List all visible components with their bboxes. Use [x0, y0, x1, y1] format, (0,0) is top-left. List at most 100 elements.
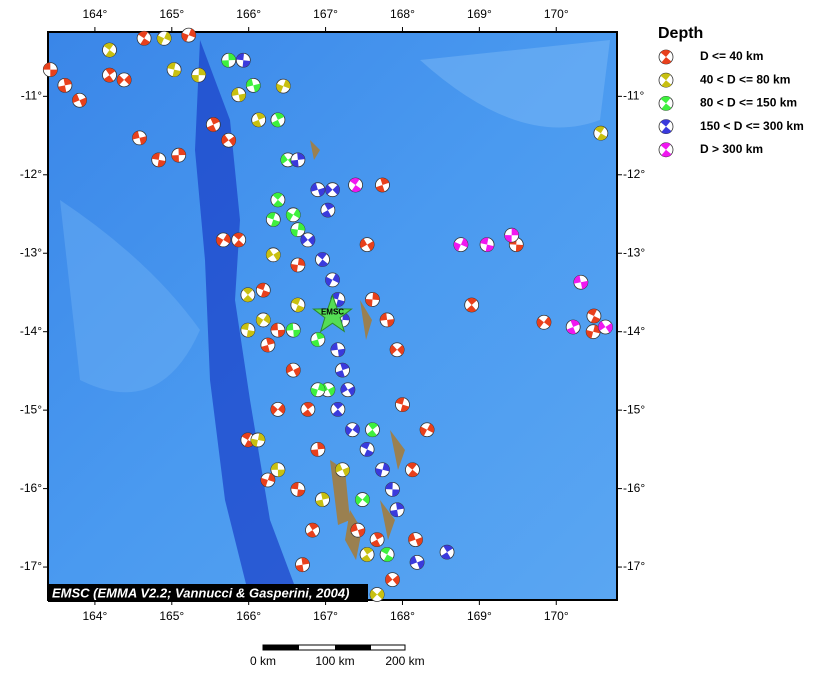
lon-tick-label: 169°: [467, 7, 492, 21]
beachball: [290, 222, 306, 238]
beachball: [270, 192, 286, 208]
beachball: [270, 322, 286, 338]
beachball: [275, 78, 291, 94]
beachball: [330, 342, 346, 358]
beachball: [300, 232, 316, 248]
beachball: [102, 67, 117, 83]
beachball-quadrants: [295, 557, 310, 572]
beachball-quadrants: [138, 31, 151, 46]
beachball-quadrants: [370, 532, 384, 547]
beachball-quadrants: [252, 112, 266, 127]
beachball-quadrants: [380, 312, 395, 327]
legend-symbol: [658, 49, 674, 65]
beachball-quadrants: [360, 238, 375, 251]
beachball-quadrants: [408, 533, 423, 547]
beachball-quadrants: [241, 323, 255, 338]
beachball-quadrants: [233, 232, 244, 247]
beachball: [310, 441, 326, 457]
lat-tick-label: -15°: [20, 402, 42, 416]
credit-box: [48, 584, 368, 602]
beachball-quadrants: [306, 523, 319, 538]
beachball: [385, 481, 400, 497]
beachball-quadrants: [375, 462, 390, 477]
beachball-quadrants: [290, 482, 305, 497]
beachball: [585, 324, 601, 340]
beachball-quadrants: [360, 442, 374, 457]
beachball-quadrants: [385, 574, 400, 585]
lon-tick-label: 165°: [159, 609, 184, 623]
beachball-quadrants: [390, 344, 405, 355]
beachball-quadrants: [310, 183, 325, 197]
beachball-quadrants: [660, 142, 672, 157]
beachball: [375, 177, 390, 193]
beachball-quadrants: [157, 31, 172, 45]
beachball: [369, 532, 385, 547]
beachball: [260, 472, 276, 488]
beachball: [285, 362, 301, 378]
beachball: [166, 62, 182, 78]
beachball-quadrants: [335, 363, 350, 378]
lon-tick-label: 167°: [313, 609, 338, 623]
beachball: [315, 492, 330, 507]
beachball: [389, 502, 405, 518]
beachball-quadrants: [573, 275, 588, 290]
beachball-quadrants: [349, 177, 362, 192]
beachball-quadrants: [221, 134, 236, 146]
beachball: [290, 152, 306, 168]
lat-tick-label: -16°: [20, 481, 42, 495]
beachball-quadrants: [331, 292, 345, 307]
beachball-quadrants: [325, 184, 340, 195]
beachball: [320, 202, 336, 218]
beachball: [290, 297, 306, 313]
beachball: [102, 42, 117, 58]
beachball: [419, 422, 435, 438]
beachball-quadrants: [355, 494, 370, 505]
beachball: [215, 232, 231, 248]
beachball: [504, 227, 520, 243]
beachball-quadrants: [466, 298, 477, 313]
beachball: [345, 422, 360, 438]
beachball: [389, 342, 405, 358]
beachball-quadrants: [315, 492, 330, 507]
beachball: [375, 462, 390, 478]
beachball: [231, 87, 247, 103]
legend-label: 40 < D <= 80 km: [700, 72, 790, 86]
beachball-quadrants: [302, 402, 314, 417]
beachball: [290, 481, 306, 497]
beachball-quadrants: [660, 50, 672, 64]
beachball-quadrants: [191, 68, 206, 83]
lat-tick-label: -17°: [20, 559, 42, 573]
beachball: [270, 112, 286, 128]
beachball-quadrants: [256, 283, 270, 298]
beachball: [593, 125, 609, 141]
beachball-quadrants: [271, 112, 285, 127]
beachball-quadrants: [103, 68, 116, 83]
beachball: [359, 441, 375, 457]
legend-label: 80 < D <= 150 km: [700, 96, 797, 110]
beachball: [359, 237, 375, 253]
beachball: [310, 382, 326, 398]
beachball: [221, 52, 237, 68]
beachball: [300, 401, 316, 417]
lat-tick-label: -14°: [20, 324, 42, 338]
legend-label: 150 < D <= 300 km: [700, 119, 804, 133]
beachball: [270, 462, 286, 478]
beachball-quadrants: [241, 432, 255, 447]
beachball-quadrants: [536, 316, 551, 328]
basemap: [48, 32, 617, 600]
beachball: [439, 544, 455, 560]
credit: EMSC (EMMA V2.2; Vannucci & Gasperini, 2…: [52, 585, 349, 600]
beachball: [290, 257, 306, 273]
beachball: [405, 462, 420, 478]
beachball: [235, 52, 251, 68]
lat-tick-label: -15°: [623, 402, 645, 416]
beachball-quadrants: [340, 383, 355, 396]
beachball-quadrants: [660, 73, 672, 88]
beachball-quadrants: [151, 152, 166, 167]
beachball: [191, 67, 207, 83]
beachball: [310, 332, 326, 347]
lon-tick-label: 166°: [236, 7, 261, 21]
beachball-quadrants: [286, 363, 301, 377]
beachball-quadrants: [332, 402, 344, 417]
lon-tick-label: 170°: [544, 7, 569, 21]
